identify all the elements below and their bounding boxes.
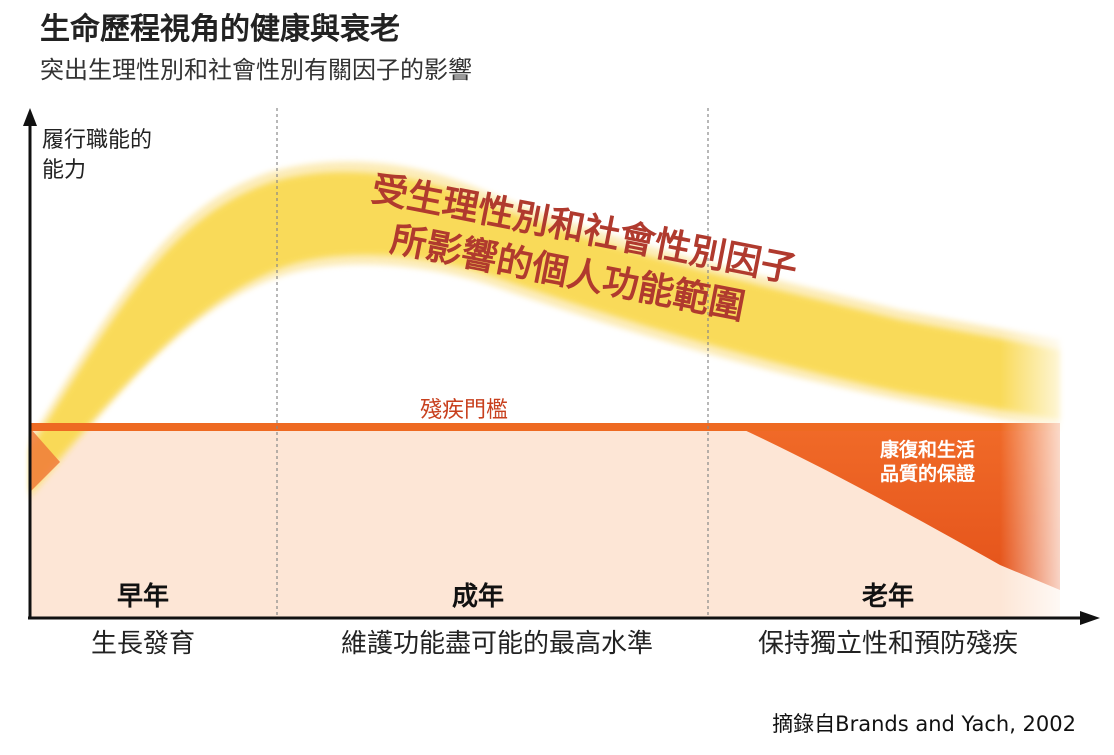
rehabilitation-area	[30, 428, 60, 492]
disability-threshold-line	[30, 423, 1060, 431]
rehab-label-line-1: 康復和生活	[880, 438, 975, 461]
stage-name-adult: 成年	[452, 581, 504, 612]
source-credit: 摘錄自Brands and Yach, 2002	[772, 712, 1076, 736]
stage-goal-old: 保持獨立性和預防殘疾	[758, 629, 1018, 659]
y-axis-label-line-1: 履行職能的	[42, 128, 152, 153]
right-fade	[1000, 300, 1080, 620]
threshold-label: 殘疾門檻	[420, 398, 508, 423]
function-band	[30, 172, 1060, 492]
stage-name-old: 老年	[862, 581, 914, 612]
y-axis-label-line-2: 能力	[42, 158, 86, 183]
y-axis-label: 履行職能的 能力	[42, 128, 159, 183]
x-axis-arrow	[1080, 611, 1100, 625]
rehabilitation-wedge	[740, 428, 1060, 590]
stage-goal-adult: 維護功能盡可能的最高水準	[341, 629, 653, 659]
rehab-label-line-2: 品質的保證	[880, 462, 976, 485]
page-title: 生命歷程視角的健康與衰老	[40, 12, 400, 47]
y-axis-arrow	[23, 108, 37, 126]
stage-goal-early: 生長發育	[91, 629, 195, 659]
page-subtitle: 突出生理性別和社會性別有關因子的影響	[40, 56, 472, 84]
rehab-label: 康復和生活 品質的保證	[880, 438, 982, 485]
stage-name-early: 早年	[117, 581, 169, 612]
